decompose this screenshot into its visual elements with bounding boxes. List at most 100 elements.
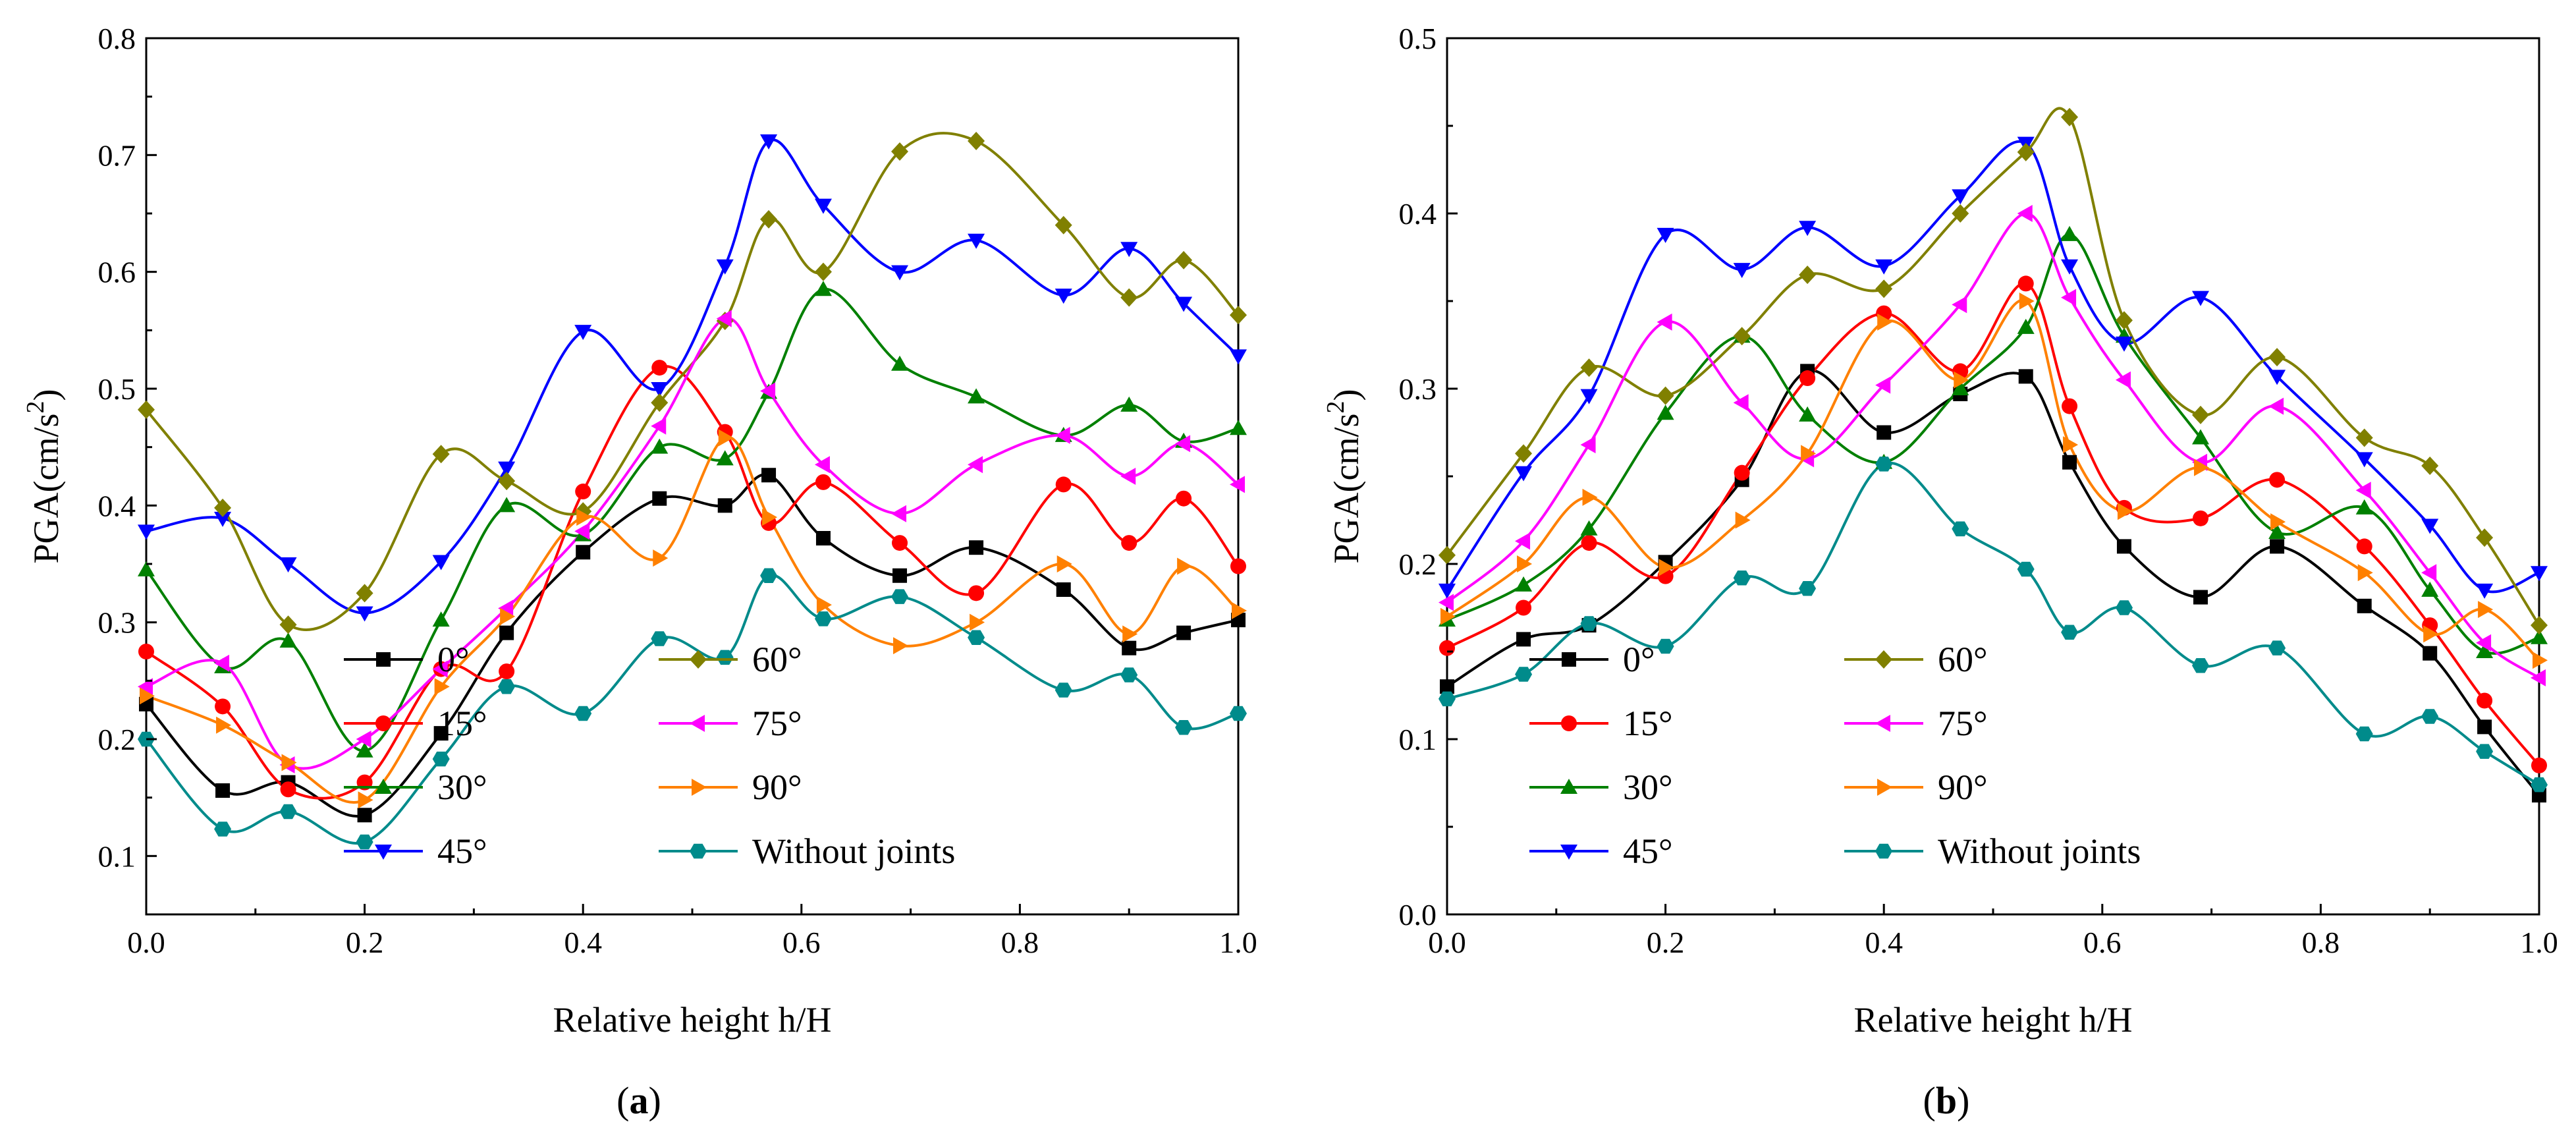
data-point bbox=[1799, 370, 1816, 387]
data-point bbox=[760, 134, 778, 150]
legend-label: 75° bbox=[752, 704, 802, 743]
legend-label: 0° bbox=[437, 640, 470, 679]
data-point bbox=[891, 142, 909, 161]
data-point bbox=[2423, 625, 2439, 643]
data-point bbox=[2062, 398, 2078, 414]
data-point bbox=[1877, 313, 1893, 331]
series-line bbox=[145, 573, 1239, 845]
data-point bbox=[2017, 318, 2035, 334]
legend-entry: 15° bbox=[344, 704, 487, 743]
data-point bbox=[1735, 511, 1751, 529]
data-point bbox=[2115, 371, 2131, 389]
data-point bbox=[575, 484, 591, 500]
data-point bbox=[2116, 600, 2133, 615]
data-point bbox=[2017, 561, 2035, 577]
data-point bbox=[651, 438, 669, 454]
data-point bbox=[814, 198, 832, 214]
data-point bbox=[2478, 601, 2494, 619]
data-point bbox=[893, 637, 909, 655]
data-point bbox=[2192, 405, 2210, 424]
data-point bbox=[716, 650, 734, 665]
data-point bbox=[279, 804, 297, 820]
chart-panel-a: 0.0 0.2 0.4 0.6 0.8 1.0 0.1 0.2 0.3 0.4 0.5 0.6 0.7… bbox=[22, 22, 1257, 1122]
series-line bbox=[145, 132, 1240, 631]
x-tick-label: 0.2 bbox=[1647, 926, 1685, 959]
data-point bbox=[498, 472, 516, 491]
data-point bbox=[1580, 436, 1596, 454]
data-point bbox=[1581, 535, 1597, 551]
data-point bbox=[716, 450, 734, 466]
chart-panel-b: 0.0 0.2 0.4 0.6 0.8 1.0 0.0 0.1 0.2 0.3 0.4 0.5 Re… bbox=[1322, 22, 2558, 1122]
data-point bbox=[2192, 429, 2210, 445]
legend-entry: Without joints bbox=[659, 831, 955, 871]
data-point bbox=[814, 281, 832, 296]
x-tick-label: 0.0 bbox=[127, 926, 165, 959]
panel-label-b: (b) bbox=[1923, 1079, 1970, 1122]
data-point bbox=[970, 613, 985, 631]
data-point bbox=[717, 498, 732, 513]
data-point bbox=[891, 589, 908, 604]
data-point bbox=[1952, 189, 1969, 205]
data-point bbox=[1657, 227, 1674, 243]
data-point bbox=[1120, 396, 1138, 412]
data-point bbox=[2268, 348, 2286, 367]
data-point bbox=[1657, 638, 1674, 654]
data-point bbox=[215, 698, 231, 715]
legend-entry: 30° bbox=[344, 767, 487, 807]
data-point bbox=[1657, 404, 1674, 420]
data-point bbox=[968, 585, 985, 601]
data-point bbox=[1952, 296, 1967, 314]
data-point bbox=[651, 382, 669, 397]
legend-entry: Without joints bbox=[1844, 831, 2141, 871]
data-point bbox=[2193, 590, 2208, 605]
data-point bbox=[1877, 425, 1892, 440]
data-point bbox=[2421, 518, 2439, 534]
series-line bbox=[1446, 282, 2540, 767]
legend-marker bbox=[1561, 715, 1577, 731]
legend-entry: 60° bbox=[659, 640, 802, 679]
data-point bbox=[968, 132, 985, 151]
y-tick-label: 0.6 bbox=[98, 256, 136, 289]
data-point bbox=[653, 549, 669, 567]
data-point bbox=[651, 393, 669, 412]
data-point bbox=[2531, 616, 2548, 635]
legend-marker bbox=[1560, 845, 1577, 860]
data-point bbox=[1120, 667, 1138, 683]
legend-label: Without joints bbox=[1938, 831, 2141, 871]
data-point bbox=[1580, 520, 1598, 536]
x-tick-label: 0.8 bbox=[2302, 926, 2340, 959]
data-point bbox=[2355, 499, 2373, 515]
series-line bbox=[145, 473, 1239, 818]
data-point bbox=[2355, 428, 2373, 447]
legend-label: 75° bbox=[1938, 704, 1988, 743]
plot-markers bbox=[1439, 107, 2548, 803]
data-point bbox=[1516, 599, 1532, 616]
data-point bbox=[815, 474, 831, 490]
data-point bbox=[716, 259, 734, 275]
y-tick-label: 0.3 bbox=[1399, 372, 1437, 406]
data-point bbox=[2531, 628, 2548, 644]
data-point bbox=[138, 400, 155, 419]
legend-entry: 60° bbox=[1844, 640, 1988, 679]
x-tick-label: 0.6 bbox=[782, 926, 821, 959]
data-point bbox=[138, 678, 153, 696]
legend-label: 60° bbox=[752, 640, 802, 679]
data-point bbox=[2531, 777, 2548, 793]
data-point bbox=[1122, 625, 1138, 643]
data-point bbox=[1056, 582, 1071, 598]
x-axis: 0.0 0.2 0.4 0.6 0.8 1.0 bbox=[127, 904, 1257, 959]
legend-label: 90° bbox=[752, 767, 802, 807]
data-point bbox=[576, 545, 591, 560]
data-point bbox=[1230, 306, 1247, 325]
data-point bbox=[498, 599, 514, 617]
data-point bbox=[1055, 289, 1072, 304]
data-point bbox=[2421, 709, 2439, 724]
data-point bbox=[815, 530, 831, 545]
data-point bbox=[432, 611, 450, 627]
data-point bbox=[1515, 667, 1533, 682]
data-point bbox=[968, 233, 985, 249]
x-tick-label: 1.0 bbox=[2520, 926, 2558, 959]
data-point bbox=[1952, 521, 1969, 537]
data-point bbox=[1516, 632, 1531, 647]
data-point bbox=[2421, 457, 2439, 476]
